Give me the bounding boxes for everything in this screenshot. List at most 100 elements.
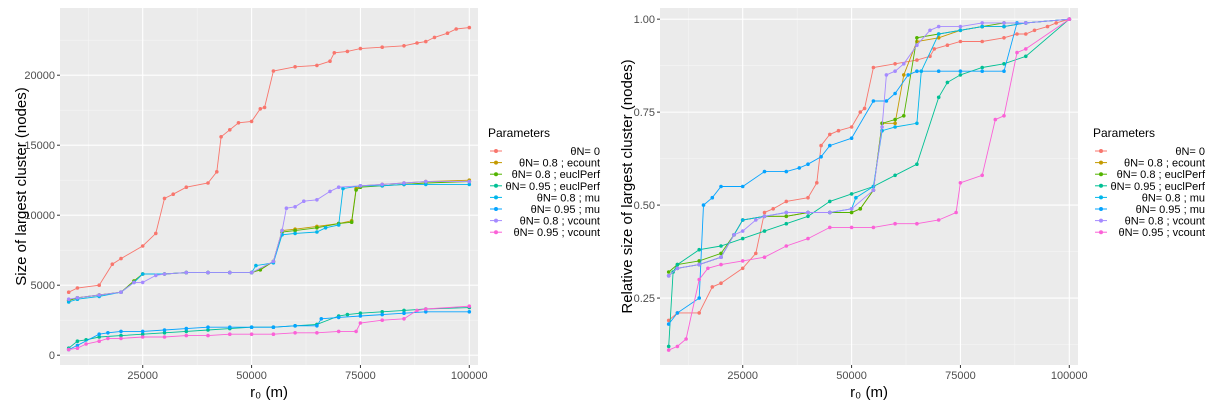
legend-item: θN= 0 [1095, 146, 1205, 158]
data-point [132, 280, 136, 285]
legend-key-point [1099, 207, 1103, 211]
data-point [358, 321, 363, 325]
data-point [754, 251, 758, 256]
data-point [1024, 21, 1028, 25]
data-point [784, 169, 789, 174]
data-point [424, 182, 428, 187]
data-point [880, 125, 884, 129]
data-point [293, 331, 297, 335]
data-point [315, 230, 319, 234]
data-point [762, 229, 767, 233]
data-point [345, 49, 350, 54]
data-point [806, 214, 810, 219]
data-point [902, 114, 906, 118]
data-point [784, 221, 789, 226]
legend-key-point [494, 183, 498, 188]
data-point [424, 179, 428, 184]
series-5 [66, 310, 472, 352]
data-point [980, 39, 984, 44]
data-point [315, 324, 319, 328]
data-point [206, 325, 210, 330]
data-point [1002, 36, 1006, 40]
data-point [697, 277, 701, 282]
data-point [980, 21, 984, 25]
data-point [302, 199, 306, 203]
data-point [958, 39, 963, 44]
data-point [66, 347, 71, 352]
y-tick-label: 0 [49, 350, 55, 362]
data-point [893, 121, 897, 126]
data-point [258, 107, 263, 111]
legend-label: θN= 0.8 ; ecount [1124, 158, 1205, 170]
legend-label: θN= 0.8 ; vcount [520, 216, 600, 228]
data-point [140, 329, 145, 334]
data-point [75, 296, 80, 300]
data-point [732, 233, 736, 237]
data-point [701, 203, 706, 207]
data-point [206, 333, 210, 338]
data-point [719, 262, 723, 267]
data-point [1002, 69, 1006, 73]
y-tick-label: 1.00 [634, 14, 655, 26]
data-point [358, 46, 363, 51]
series-line [68, 181, 470, 302]
data-point [162, 331, 167, 335]
legend-label: θN= 0.95 ; mu [1136, 204, 1205, 216]
data-point [936, 69, 941, 73]
data-point [697, 311, 701, 315]
data-point [854, 195, 858, 200]
data-point [1002, 24, 1006, 29]
data-point [162, 335, 167, 339]
data-point [402, 44, 406, 48]
legend-key-point [494, 218, 498, 223]
data-point [828, 143, 832, 148]
data-point [915, 121, 919, 126]
y-tick-label: 0.50 [634, 200, 655, 212]
data-point [323, 226, 328, 230]
legend-label: θN= 0.8 ; vcount [1125, 216, 1205, 228]
legend-key-point [1099, 195, 1103, 200]
data-point [228, 128, 232, 132]
y-tick-label: 15000 [24, 140, 55, 152]
data-point [849, 210, 854, 215]
data-point [184, 270, 189, 275]
data-point [75, 286, 80, 290]
data-point [262, 105, 267, 110]
data-point [249, 119, 254, 124]
data-point [154, 231, 158, 236]
data-point [380, 318, 385, 323]
data-point [319, 317, 324, 321]
data-point [819, 143, 823, 148]
data-point [697, 259, 701, 263]
data-point [432, 35, 437, 40]
data-point [980, 173, 984, 178]
legend-label: θN= 0 [1175, 146, 1205, 158]
data-point [345, 312, 350, 317]
y-tick-label: 10000 [24, 210, 55, 222]
legend-item: θN= 0.95 ; vcount [1095, 227, 1205, 239]
legend-key-point [1099, 160, 1103, 165]
legend-key-point [1099, 218, 1103, 223]
data-point [293, 324, 297, 328]
data-point [184, 326, 189, 331]
data-point [424, 39, 428, 44]
data-point [75, 339, 80, 344]
data-point [249, 332, 254, 337]
data-point [293, 231, 297, 236]
data-point [666, 318, 671, 323]
data-point [893, 91, 897, 96]
data-point [119, 336, 123, 341]
data-point [871, 99, 876, 103]
x-tick-label: 25000 [727, 370, 758, 382]
legend-title: Parameters [1093, 126, 1155, 140]
series-0 [666, 17, 1072, 323]
data-point [719, 251, 723, 256]
legend-item: θN= 0.8 ; mu [1095, 192, 1205, 204]
legend-item: θN= 0.95 ; mu [1095, 204, 1205, 216]
data-point [675, 311, 680, 315]
data-point [740, 236, 745, 241]
data-point [906, 73, 910, 77]
legend-item: θN= 0.8 ; mu [490, 192, 600, 204]
